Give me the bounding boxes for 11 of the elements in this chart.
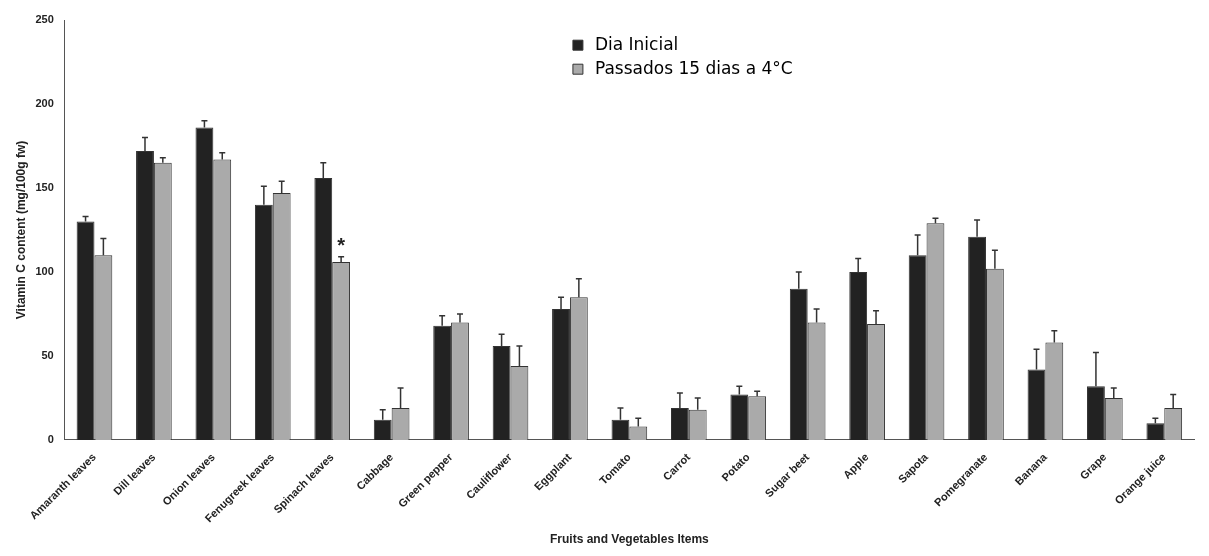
x-axis-title: Fruits and Vegetables Items [550,532,710,547]
annotation: * [337,234,346,257]
y-tick-label: 250 [35,13,54,26]
y-tick-label: 50 [41,349,54,362]
legend-label: Dia Inicial [594,33,679,54]
y-tick-label: 200 [35,97,54,110]
y-tick-label: 150 [35,181,54,194]
y-tick-label: 0 [47,433,54,446]
y-tick-label: 100 [35,265,54,278]
legend-label: Passados 15 dias a 4°C [594,57,793,78]
y-axis-title: Vitamin C content (mg/100g fw) [13,140,28,320]
